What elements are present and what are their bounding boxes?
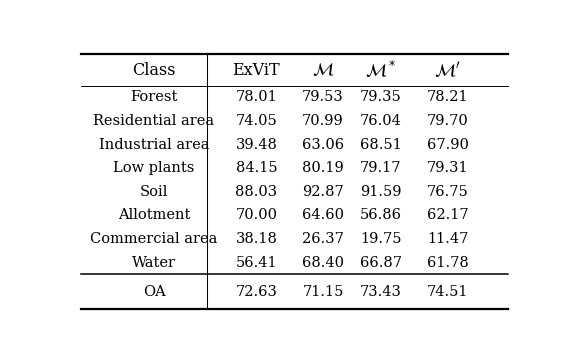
Text: Low plants: Low plants xyxy=(113,161,195,175)
Text: 70.99: 70.99 xyxy=(302,114,344,128)
Text: 71.15: 71.15 xyxy=(302,285,344,299)
Text: Forest: Forest xyxy=(130,90,178,104)
Text: $\mathcal{M}^*$: $\mathcal{M}^*$ xyxy=(365,60,397,81)
Text: 62.17: 62.17 xyxy=(427,208,468,222)
Text: 76.04: 76.04 xyxy=(360,114,402,128)
Text: 64.60: 64.60 xyxy=(302,208,344,222)
Text: 56.41: 56.41 xyxy=(235,256,277,270)
Text: 68.40: 68.40 xyxy=(302,256,344,270)
Text: 92.87: 92.87 xyxy=(302,185,344,199)
Text: 79.70: 79.70 xyxy=(427,114,468,128)
Text: Allotment: Allotment xyxy=(118,208,190,222)
Text: 79.31: 79.31 xyxy=(427,161,468,175)
Text: 78.21: 78.21 xyxy=(427,90,468,104)
Text: 11.47: 11.47 xyxy=(427,232,468,246)
Text: ExViT: ExViT xyxy=(232,62,280,79)
Text: 26.37: 26.37 xyxy=(302,232,344,246)
Text: 79.53: 79.53 xyxy=(302,90,344,104)
Text: 74.51: 74.51 xyxy=(427,285,468,299)
Text: 70.00: 70.00 xyxy=(235,208,277,222)
Text: Water: Water xyxy=(132,256,176,270)
Text: 88.03: 88.03 xyxy=(235,185,277,199)
Text: Class: Class xyxy=(132,62,176,79)
Text: 84.15: 84.15 xyxy=(235,161,277,175)
Text: 73.43: 73.43 xyxy=(360,285,402,299)
Text: Residential area: Residential area xyxy=(94,114,215,128)
Text: 56.86: 56.86 xyxy=(360,208,402,222)
Text: Soil: Soil xyxy=(140,185,168,199)
Text: 74.05: 74.05 xyxy=(235,114,277,128)
Text: $\mathcal{M}$: $\mathcal{M}$ xyxy=(312,61,334,79)
Text: 78.01: 78.01 xyxy=(235,90,277,104)
Text: 61.78: 61.78 xyxy=(427,256,468,270)
Text: 39.48: 39.48 xyxy=(235,138,277,152)
Text: 80.19: 80.19 xyxy=(302,161,344,175)
Text: 67.90: 67.90 xyxy=(426,138,468,152)
Text: Industrial area: Industrial area xyxy=(99,138,210,152)
Text: 38.18: 38.18 xyxy=(235,232,277,246)
Text: 91.59: 91.59 xyxy=(360,185,402,199)
Text: OA: OA xyxy=(143,285,165,299)
Text: 76.75: 76.75 xyxy=(427,185,468,199)
Text: 63.06: 63.06 xyxy=(302,138,344,152)
Text: 79.17: 79.17 xyxy=(360,161,402,175)
Text: 72.63: 72.63 xyxy=(235,285,277,299)
Text: 68.51: 68.51 xyxy=(360,138,402,152)
Text: $\mathcal{M}'$: $\mathcal{M}'$ xyxy=(435,60,461,80)
Text: 66.87: 66.87 xyxy=(360,256,402,270)
Text: Commercial area: Commercial area xyxy=(90,232,218,246)
Text: 79.35: 79.35 xyxy=(360,90,402,104)
Text: 19.75: 19.75 xyxy=(360,232,402,246)
